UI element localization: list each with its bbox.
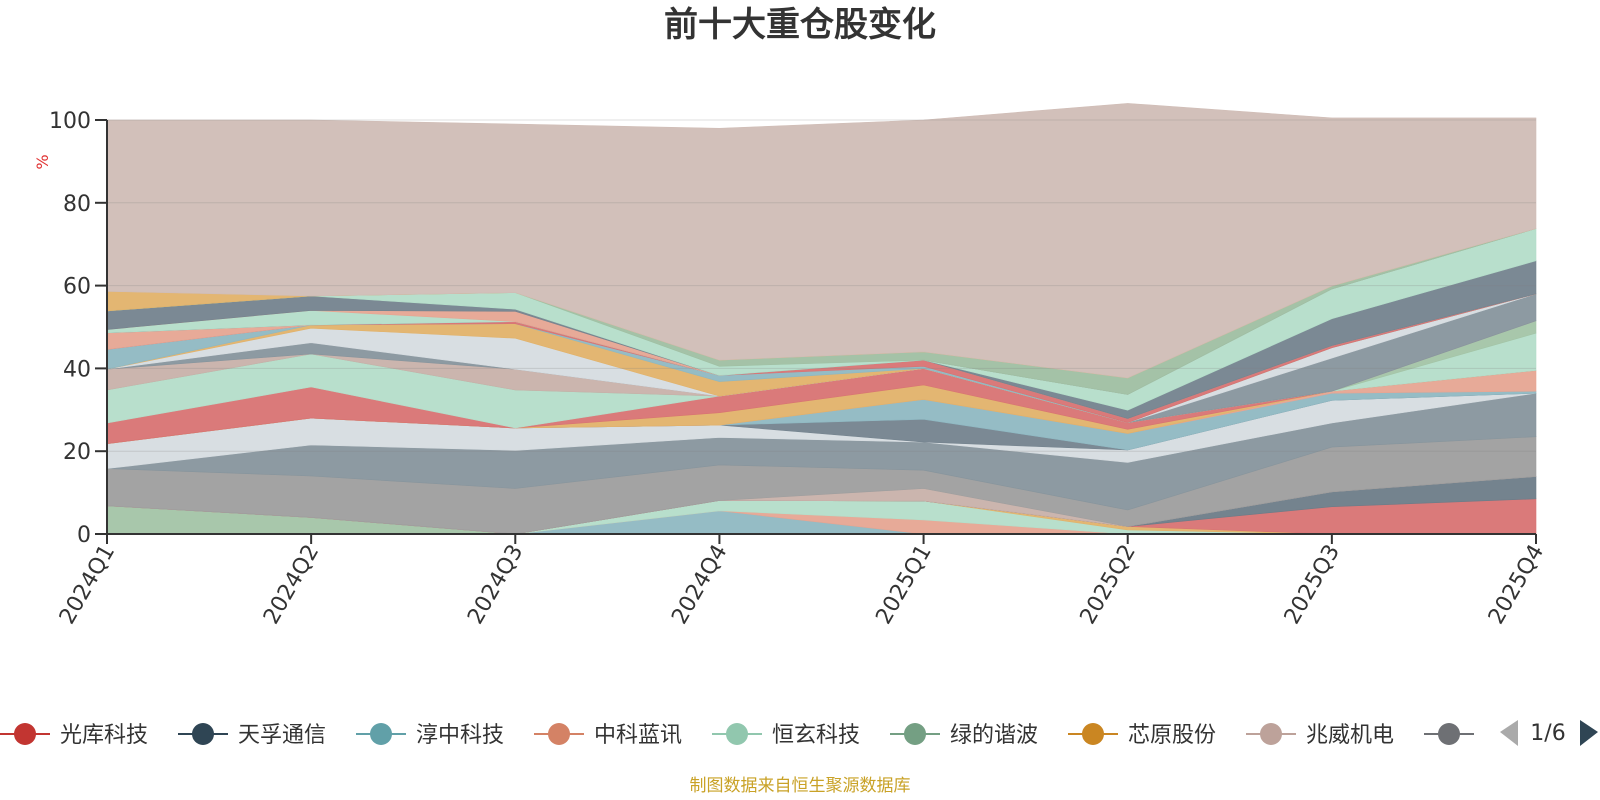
chart-title: 前十大重仓股变化 — [664, 5, 936, 45]
next-page-arrow-icon[interactable] — [1580, 720, 1598, 746]
x-tick-label: 2024Q3 — [463, 541, 528, 629]
legend-marker-icon — [904, 723, 926, 745]
legend-marker-icon — [14, 723, 36, 745]
legend-marker-icon — [192, 723, 214, 745]
y-tick-label: 100 — [49, 109, 91, 134]
legend-marker-icon — [726, 723, 748, 745]
y-tick-label: 40 — [63, 357, 91, 382]
prev-page-arrow-icon[interactable] — [1500, 720, 1518, 746]
x-tick-label: 2025Q1 — [871, 541, 936, 629]
x-tick-label: 2024Q4 — [667, 541, 732, 629]
legend-label: 天孚通信 — [238, 723, 326, 748]
area-layers — [106, 103, 1537, 535]
legend-marker-icon — [370, 723, 392, 745]
legend-label: 淳中科技 — [416, 723, 504, 748]
legend-marker-icon — [548, 723, 570, 745]
legend-label: 芯原股份 — [1128, 723, 1216, 748]
y-tick-label: 60 — [63, 275, 91, 300]
legend-item-8[interactable]: 兆威机电 — [1246, 723, 1394, 748]
x-tick-label: 2025Q2 — [1076, 541, 1141, 629]
legend-label: 绿的谐波 — [950, 723, 1038, 748]
legend-pager: 1/6 — [1500, 720, 1598, 746]
legend-label: 光库科技 — [60, 723, 148, 748]
x-tick-label: 2024Q1 — [55, 541, 120, 629]
legend: 光库科技 天孚通信 淳中科技 中科蓝讯 恒玄科技 绿的谐波 芯原股份 兆威机电 — [0, 700, 1600, 760]
x-tick-label: 2025Q3 — [1280, 541, 1345, 629]
y-tick-label: 20 — [63, 440, 91, 465]
y-tick-label: 0 — [77, 523, 91, 548]
legend-item-3[interactable]: 淳中科技 — [356, 723, 504, 748]
area-band-33 — [106, 103, 1537, 379]
legend-item-5[interactable]: 恒玄科技 — [712, 723, 860, 748]
legend-page-indicator: 1/6 — [1530, 721, 1565, 746]
legend-item-4[interactable]: 中科蓝讯 — [534, 723, 682, 748]
legend-item-9[interactable] — [1424, 723, 1474, 745]
x-tick-label: 2025Q4 — [1484, 541, 1549, 629]
legend-item-1[interactable]: 光库科技 — [0, 723, 148, 748]
legend-label: 兆威机电 — [1306, 723, 1394, 748]
y-axis-unit: % — [33, 154, 52, 169]
legend-marker-icon — [1082, 723, 1104, 745]
legend-item-7[interactable]: 芯原股份 — [1068, 723, 1216, 748]
legend-marker-icon — [1438, 723, 1460, 745]
legend-item-2[interactable]: 天孚通信 — [178, 723, 326, 748]
legend-item-6[interactable]: 绿的谐波 — [890, 723, 1038, 748]
y-tick-label: 80 — [63, 192, 91, 217]
x-tick-label: 2024Q2 — [259, 541, 324, 629]
legend-marker-icon — [1260, 723, 1282, 745]
legend-label: 中科蓝讯 — [594, 723, 682, 748]
source-note: 制图数据来自恒生聚源数据库 — [690, 776, 911, 796]
legend-label: 恒玄科技 — [772, 723, 860, 748]
